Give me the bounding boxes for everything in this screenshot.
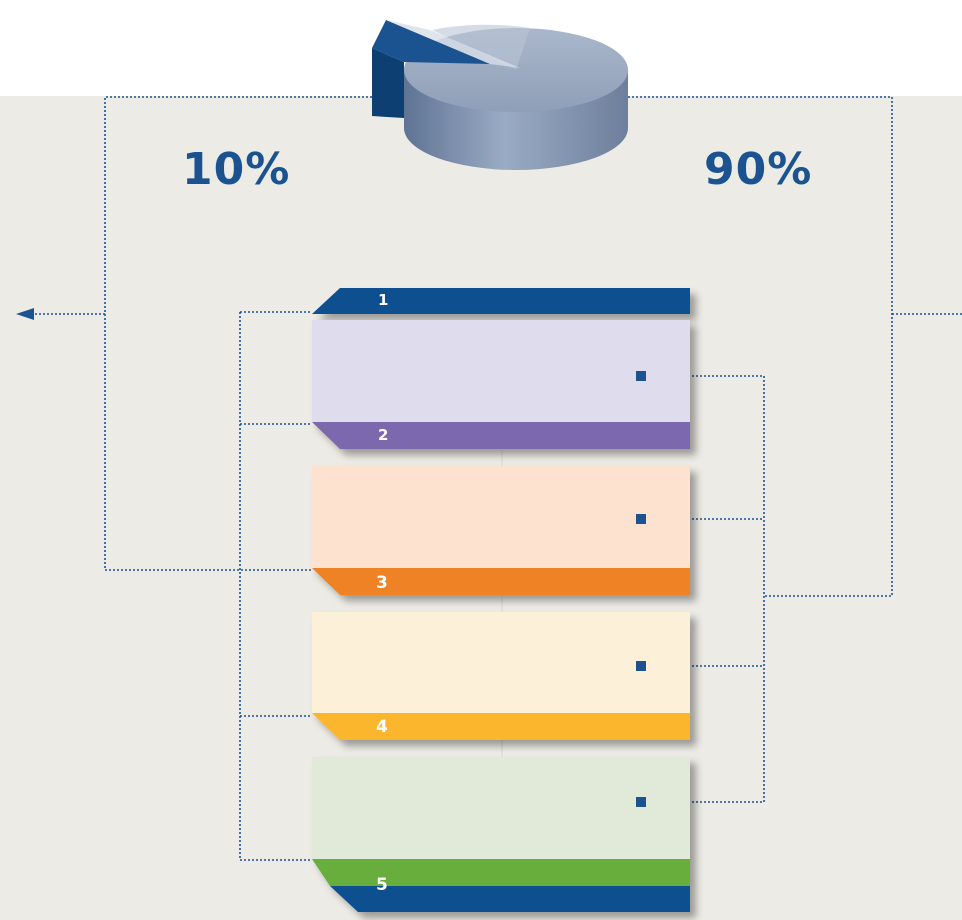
left-loop-line — [104, 96, 372, 571]
square-bullet-icon — [636, 661, 646, 671]
right-loop-line — [628, 96, 893, 597]
arrow-left-icon — [16, 308, 34, 320]
left-percent: 10% — [182, 144, 291, 195]
band-2 — [312, 422, 690, 449]
band-5-base — [330, 886, 690, 912]
square-bullet-icon — [636, 797, 646, 807]
pie-slice-small-top — [372, 20, 490, 64]
pie-slice-small-side — [372, 48, 404, 118]
band-3 — [312, 568, 690, 595]
pie-chart-icon — [372, 20, 628, 170]
stack — [312, 288, 690, 912]
square-bullet-icon — [636, 371, 646, 381]
stack-label-3: 3 — [376, 573, 388, 593]
square-bullet-icons — [636, 371, 646, 807]
right-percent: 90% — [704, 144, 813, 195]
band-4 — [312, 713, 690, 740]
stack-label-5: 5 — [376, 875, 388, 895]
panel-5 — [312, 757, 690, 859]
panel-2 — [312, 320, 690, 422]
band-5 — [312, 859, 690, 886]
band-1 — [312, 288, 690, 314]
stack-label-1: 1 — [378, 291, 389, 309]
panel-3 — [312, 466, 690, 568]
panel-4 — [312, 612, 690, 713]
stack-label-4: 4 — [376, 717, 388, 737]
square-bullet-icon — [636, 514, 646, 524]
stack-label-2: 2 — [378, 426, 389, 444]
